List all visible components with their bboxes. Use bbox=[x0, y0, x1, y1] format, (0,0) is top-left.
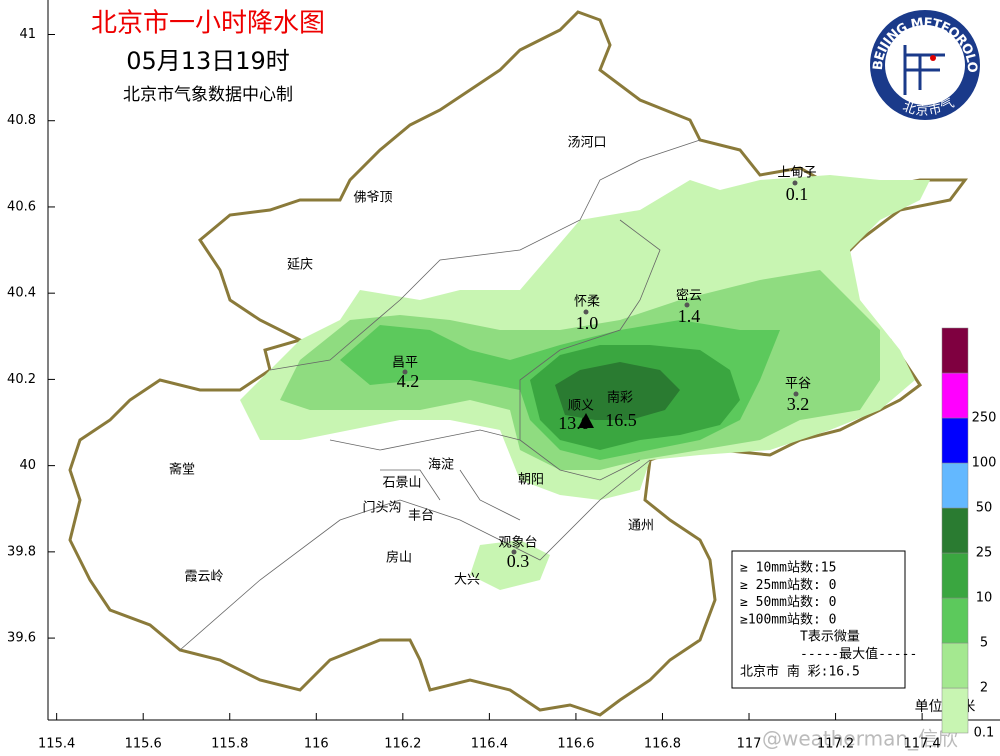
x-tick-label: 116.6 bbox=[557, 737, 594, 752]
station-value: 4.2 bbox=[397, 371, 420, 391]
x-tick-label: 117.4 bbox=[903, 737, 940, 752]
place-name: 海淀 bbox=[428, 458, 454, 473]
scale-swatch bbox=[941, 552, 969, 599]
station-value: 16.5 bbox=[605, 410, 637, 430]
place-name: 汤河口 bbox=[567, 136, 606, 151]
station-value: 3.2 bbox=[787, 394, 810, 414]
place-name: 佛爷顶 bbox=[353, 191, 392, 206]
station-name: 密云 bbox=[676, 288, 702, 304]
logo-mark bbox=[903, 45, 945, 95]
scale-label: 250 bbox=[972, 411, 997, 426]
y-tick-label: 39.6 bbox=[7, 631, 36, 646]
border bbox=[269, 139, 701, 371]
scale-swatch bbox=[941, 372, 969, 419]
scale-swatch bbox=[941, 507, 969, 554]
station-name: 南彩 bbox=[607, 390, 633, 406]
y-tick-label: 40.8 bbox=[7, 113, 36, 128]
station-name: 上甸子 bbox=[777, 166, 816, 181]
watermark: @weatherman_信欣 bbox=[762, 727, 958, 751]
station-name: 平谷 bbox=[785, 377, 811, 392]
place-name: 丰台 bbox=[408, 509, 434, 524]
scale-swatch bbox=[941, 642, 969, 689]
place-name: 延庆 bbox=[287, 258, 313, 273]
station-name: 观象台 bbox=[498, 536, 537, 551]
summary-line: 北京市 南 彩:16.5 bbox=[740, 663, 860, 679]
scale-label: 50 bbox=[976, 501, 993, 516]
x-tick-label: 115.8 bbox=[211, 737, 248, 752]
station-value: 13.0 bbox=[558, 413, 590, 433]
rain-areas bbox=[240, 175, 930, 590]
place-name: 大兴 bbox=[454, 573, 480, 588]
scale-label: 100 bbox=[972, 456, 997, 471]
scale-label: 0.1 bbox=[974, 726, 995, 741]
station-value: 0.1 bbox=[786, 184, 809, 204]
station-dot bbox=[402, 369, 408, 375]
summary-line: ≥ 50mm站数: 0 bbox=[740, 595, 836, 610]
scale-label: 5 bbox=[980, 636, 988, 651]
y-tick-label: 40.2 bbox=[7, 372, 36, 387]
station-dot bbox=[793, 391, 799, 397]
station-value: 1.0 bbox=[576, 313, 599, 333]
place-name: 通州 bbox=[628, 519, 654, 534]
border bbox=[380, 439, 641, 521]
place-name: 斋堂 bbox=[169, 462, 195, 478]
x-tick-label: 116.8 bbox=[644, 737, 681, 752]
logo-dot bbox=[930, 55, 936, 61]
station-value: 0.3 bbox=[507, 551, 530, 571]
y-tick-label: 41 bbox=[19, 27, 36, 42]
station-value: 1.4 bbox=[678, 306, 701, 326]
scale-swatch bbox=[941, 417, 969, 464]
station-name: 昌平 bbox=[392, 356, 418, 371]
scale-swatch bbox=[941, 687, 969, 734]
max-marker bbox=[578, 413, 594, 428]
scale-swatch bbox=[941, 597, 969, 644]
district-borders bbox=[179, 139, 701, 651]
summary-frame bbox=[731, 550, 906, 689]
title: 北京市一小时降水图 bbox=[91, 9, 325, 39]
y-tick-label: 40.4 bbox=[7, 286, 36, 301]
place-name: 朝阳 bbox=[518, 473, 544, 488]
summary-line: ≥100mm站数: 0 bbox=[740, 612, 836, 627]
summary-line: ≥ 25mm站数: 0 bbox=[740, 578, 836, 593]
station-dot bbox=[684, 302, 690, 308]
station-dot bbox=[583, 309, 589, 315]
x-tick-label: 117.2 bbox=[817, 737, 854, 752]
summary-line: ≥ 10mm站数:15 bbox=[740, 561, 836, 576]
scale-label: 10 bbox=[976, 591, 993, 606]
x-tick-label: 116.2 bbox=[384, 737, 421, 752]
station-name: 顺义 bbox=[568, 399, 594, 414]
place-name: 霞云岭 bbox=[184, 570, 223, 585]
place-name: 门头沟 bbox=[362, 501, 401, 516]
station-dot bbox=[511, 549, 517, 555]
station-dot bbox=[792, 180, 798, 186]
legend-box bbox=[731, 550, 906, 689]
scale-swatch bbox=[941, 462, 969, 509]
rain-area bbox=[555, 362, 680, 420]
source: 北京市气象数据中心制 bbox=[123, 85, 293, 105]
x-tick-label: 116 bbox=[304, 737, 329, 752]
summary-line: -----最大值----- bbox=[800, 646, 917, 662]
x-tick-label: 115.6 bbox=[125, 737, 162, 752]
y-tick-label: 39.8 bbox=[7, 544, 36, 559]
scale-label: 2 bbox=[980, 681, 988, 696]
place-name: 石景山 bbox=[382, 476, 421, 491]
x-tick-label: 116.4 bbox=[471, 737, 508, 752]
station-name: 怀柔 bbox=[574, 295, 600, 310]
x-tick-label: 117 bbox=[737, 737, 762, 752]
scale-label: 25 bbox=[976, 546, 993, 561]
scale-swatch bbox=[941, 327, 969, 374]
time: 05月13日19时 bbox=[126, 47, 290, 75]
x-tick-label: 115.4 bbox=[38, 737, 75, 752]
y-tick-label: 40 bbox=[19, 458, 36, 473]
summary-line: T表示微量 bbox=[800, 630, 860, 645]
place-name: 房山 bbox=[386, 550, 412, 566]
y-tick-label: 40.6 bbox=[7, 199, 36, 214]
border bbox=[179, 459, 651, 651]
border bbox=[329, 219, 661, 451]
